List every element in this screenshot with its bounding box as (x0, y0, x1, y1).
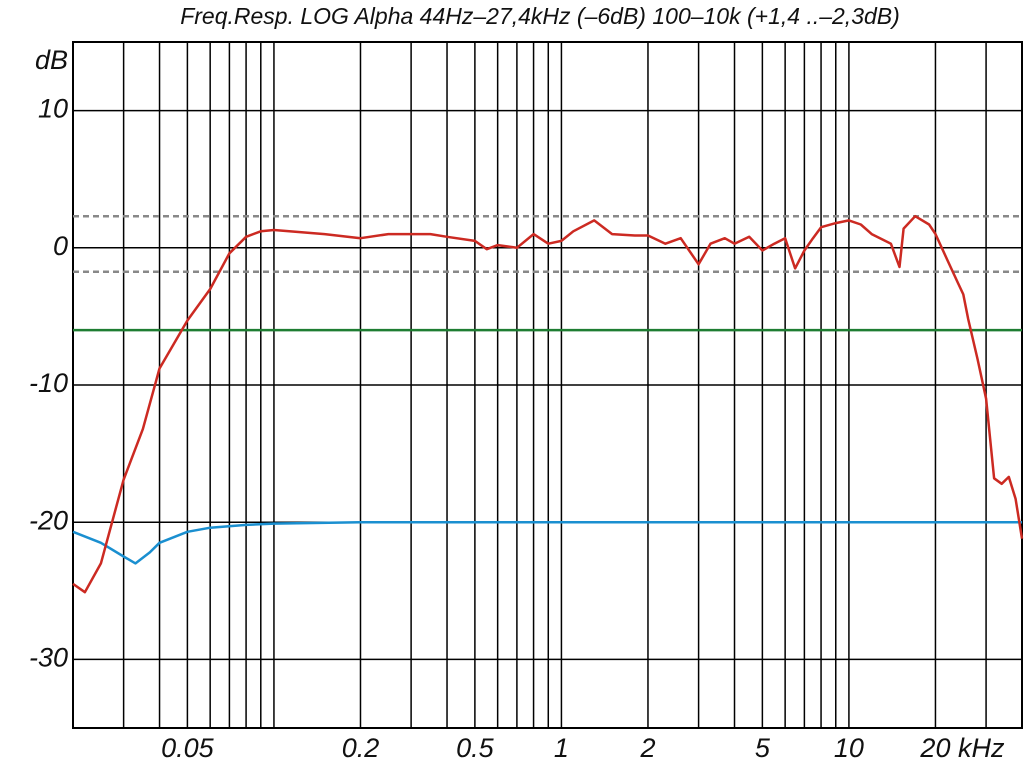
x-tick-label: 20 (919, 733, 950, 763)
x-tick-label: 10 (834, 733, 864, 763)
y-tick-label: -10 (29, 368, 68, 398)
chart-title: Freq.Resp. LOG Alpha 44Hz–27,4kHz (–6dB)… (180, 3, 900, 29)
y-axis-label: dB (35, 45, 68, 75)
x-tick-label: 0.05 (161, 733, 215, 763)
x-tick-label: 1 (554, 733, 569, 763)
x-tick-label: 5 (755, 733, 771, 763)
y-tick-label: -20 (29, 505, 68, 535)
x-tick-label: 2 (639, 733, 655, 763)
x-axis-label: kHz (958, 733, 1005, 763)
x-tick-label: 0.2 (342, 733, 380, 763)
series-line (72, 520, 1022, 565)
y-tick-label: 0 (53, 231, 68, 261)
plot-frame (72, 41, 1023, 729)
x-tick-label: 0.5 (456, 733, 495, 763)
y-tick-label: 10 (38, 94, 68, 124)
y-tick-label: -30 (29, 643, 68, 673)
series-line (72, 214, 1024, 594)
